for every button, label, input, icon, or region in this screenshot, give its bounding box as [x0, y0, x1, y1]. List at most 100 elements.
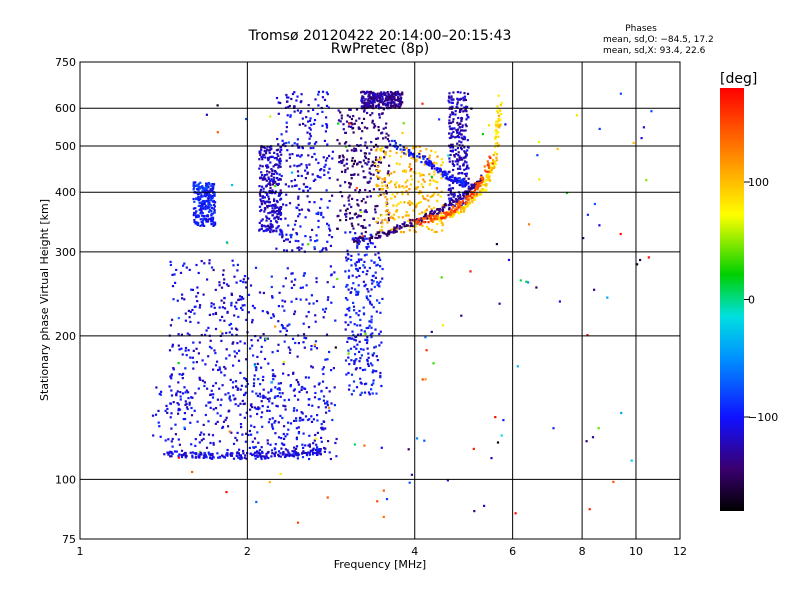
data-point	[251, 453, 254, 457]
data-point	[464, 108, 467, 111]
data-point	[462, 197, 465, 200]
data-point	[446, 175, 449, 178]
data-point	[220, 398, 223, 401]
data-point	[233, 350, 236, 353]
data-point	[400, 230, 403, 234]
data-point	[301, 412, 304, 415]
data-point	[214, 364, 218, 367]
data-point	[278, 388, 281, 391]
data-point	[565, 191, 569, 195]
data-point	[208, 192, 211, 195]
data-point	[391, 216, 395, 220]
data-point	[286, 324, 289, 327]
data-point	[168, 385, 171, 388]
data-point	[381, 112, 384, 115]
data-point	[267, 421, 270, 424]
data-point	[378, 231, 381, 234]
data-point	[294, 184, 297, 187]
data-point	[409, 221, 412, 224]
data-point	[466, 139, 469, 142]
data-point	[500, 101, 503, 104]
data-point	[373, 370, 376, 373]
data-point	[361, 270, 365, 274]
data-point	[218, 455, 221, 458]
x-tick-label: 2	[244, 545, 251, 558]
data-point	[164, 439, 167, 442]
data-point	[363, 92, 366, 95]
data-point	[260, 456, 263, 459]
data-point	[440, 177, 443, 180]
data-point	[390, 197, 393, 200]
data-point	[364, 230, 367, 234]
data-point	[178, 408, 182, 411]
data-point	[171, 445, 174, 448]
data-point	[498, 302, 501, 305]
data-point	[376, 284, 379, 287]
data-point	[327, 171, 330, 174]
data-point	[293, 283, 296, 287]
data-point	[371, 163, 374, 166]
data-point	[527, 281, 530, 284]
data-point	[463, 136, 467, 139]
data-point	[200, 431, 203, 434]
data-point	[292, 409, 295, 412]
data-point	[260, 203, 264, 206]
data-point	[304, 169, 307, 172]
data-point	[462, 180, 465, 183]
data-point	[283, 443, 286, 446]
data-point	[212, 185, 215, 188]
data-point	[291, 185, 294, 188]
data-point	[266, 145, 269, 148]
data-point	[275, 220, 278, 223]
data-point	[490, 457, 493, 460]
data-point	[366, 127, 369, 130]
data-point	[204, 363, 207, 366]
data-point	[401, 216, 404, 219]
x-tick-label: 4	[411, 545, 418, 558]
data-point	[192, 367, 195, 370]
data-point	[277, 101, 280, 104]
data-point	[439, 212, 442, 215]
data-point	[348, 182, 351, 185]
data-point	[465, 198, 468, 201]
data-point	[379, 311, 382, 314]
data-point	[379, 265, 382, 268]
data-point	[432, 161, 435, 164]
data-point	[297, 146, 300, 149]
data-point	[366, 99, 369, 102]
data-point	[353, 345, 356, 348]
data-point	[302, 190, 305, 193]
data-point	[457, 128, 460, 131]
data-point	[358, 240, 361, 243]
data-point	[458, 158, 461, 161]
data-point	[297, 432, 300, 435]
data-point	[260, 446, 263, 449]
data-point	[232, 394, 235, 397]
data-point	[200, 439, 203, 442]
data-point	[287, 374, 290, 377]
data-point	[204, 413, 207, 417]
data-point	[183, 426, 186, 429]
data-point	[187, 349, 190, 352]
data-point	[310, 345, 313, 348]
data-point	[460, 210, 463, 213]
data-point	[191, 456, 194, 459]
data-point	[395, 226, 398, 229]
data-point	[432, 164, 436, 167]
data-point	[433, 173, 436, 176]
data-point	[489, 156, 492, 160]
data-point	[356, 293, 360, 296]
data-point	[475, 194, 478, 197]
data-point	[447, 95, 451, 98]
data-point	[265, 215, 268, 218]
data-point	[228, 397, 231, 400]
data-point	[276, 388, 279, 391]
data-point	[380, 100, 383, 103]
data-point	[366, 338, 369, 342]
data-point	[297, 174, 300, 177]
data-point	[363, 218, 366, 222]
data-point	[491, 162, 494, 165]
data-point	[345, 158, 349, 161]
data-point	[461, 124, 464, 127]
data-point	[433, 216, 436, 219]
